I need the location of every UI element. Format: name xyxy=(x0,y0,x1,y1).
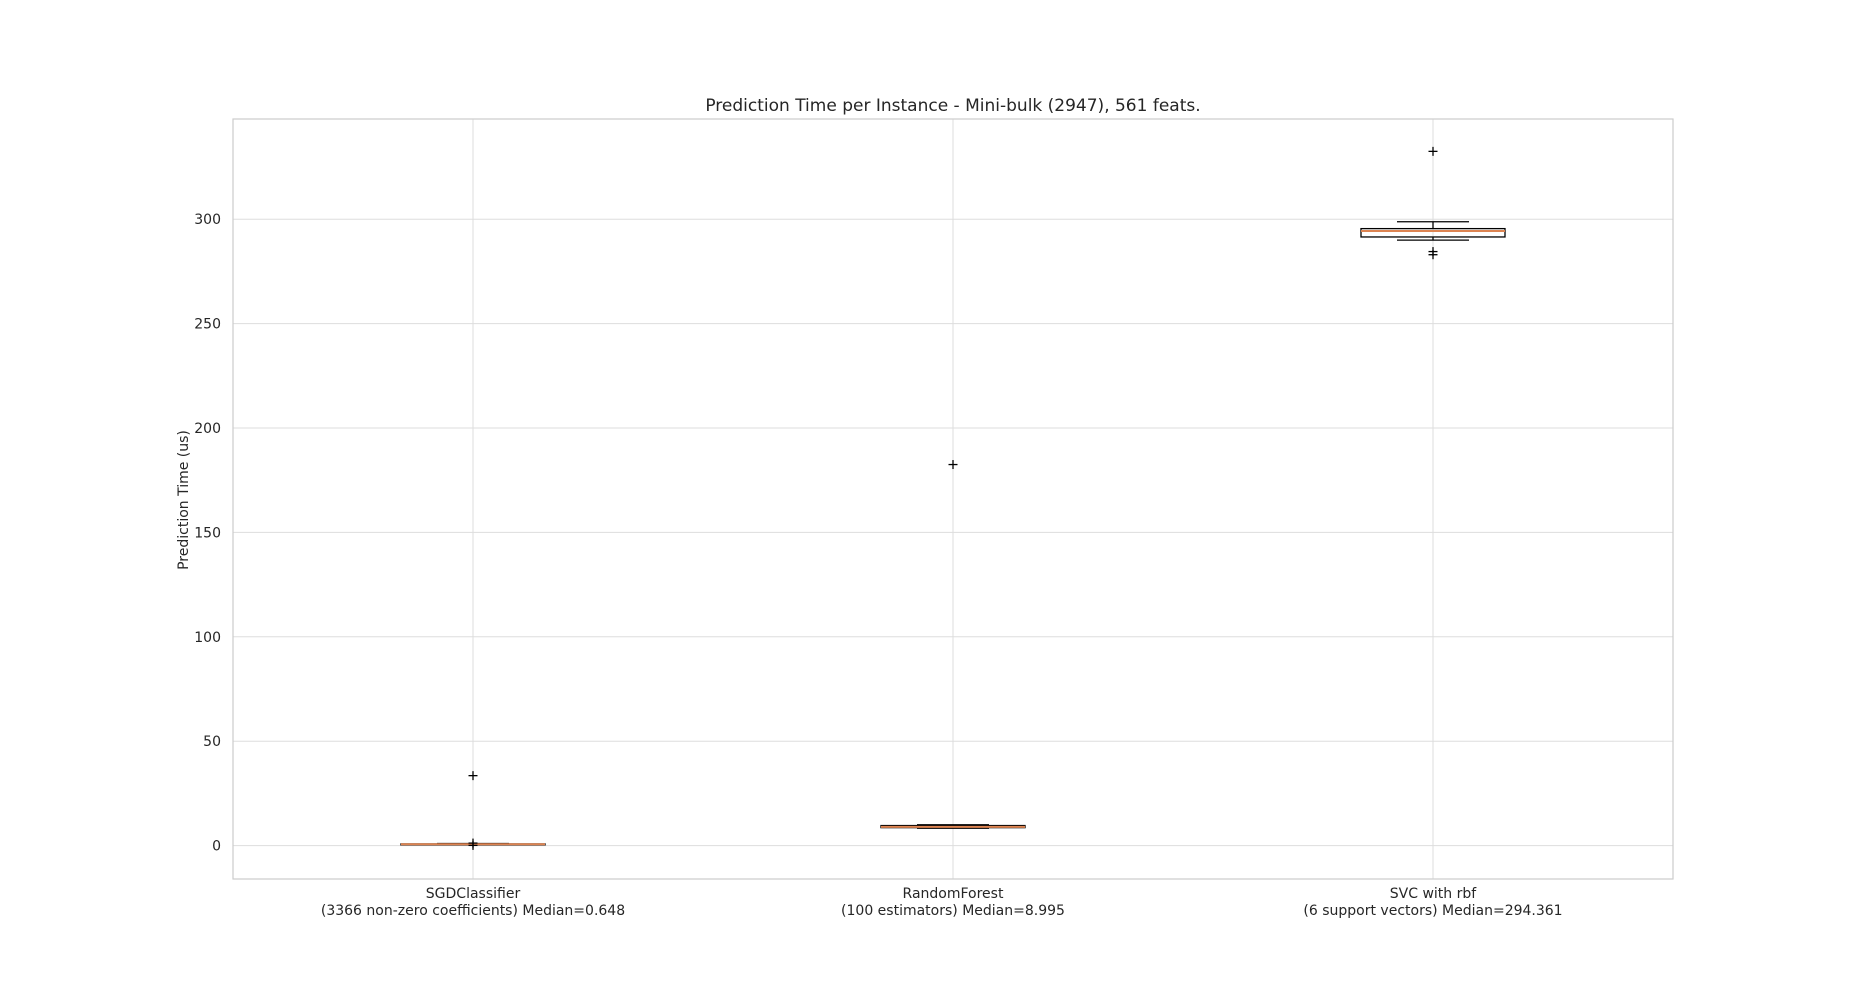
outlier-2-2 xyxy=(1428,250,1438,260)
box-body-2 xyxy=(1360,227,1506,238)
y-tick-label-50: 50 xyxy=(203,734,221,750)
plot-frame xyxy=(232,118,1674,880)
y-axis-label: Prediction Time (us) xyxy=(176,430,192,570)
y-tick-label-150: 150 xyxy=(194,525,221,541)
outlier-0-2 xyxy=(468,840,478,850)
x-tick-label-2-line-0: SVC with rbf xyxy=(1390,886,1477,902)
x-tick-label-2-line-1: (6 support vectors) Median=294.361 xyxy=(1303,903,1562,919)
y-tick-label-250: 250 xyxy=(194,317,221,333)
box-series xyxy=(400,146,1506,850)
y-tick-label-300: 300 xyxy=(194,212,221,228)
grid-lines xyxy=(233,119,1673,879)
box-0 xyxy=(400,771,546,850)
x-tick-label-0-line-0: SGDClassifier xyxy=(426,886,521,902)
box-1 xyxy=(880,460,1026,829)
axes: 0 50 100 150 200 250 300 SGDClassifier(3366 non… xyxy=(194,118,1674,919)
x-tick-label-1-line-1: (100 estimators) Median=8.995 xyxy=(841,903,1065,919)
x-tick-label-0-line-1: (3366 non-zero coefficients) Median=0.64… xyxy=(321,903,625,919)
outlier-2-0 xyxy=(1428,146,1438,156)
outlier-0-0 xyxy=(468,771,478,781)
y-tick-label-200: 200 xyxy=(194,421,221,437)
box-2 xyxy=(1360,146,1506,260)
chart-title: Prediction Time per Instance - Mini-bulk… xyxy=(705,96,1200,116)
outlier-1-0 xyxy=(948,460,958,470)
y-tick-label-0: 0 xyxy=(212,839,221,855)
x-tick-label-1-line-0: RandomForest xyxy=(903,886,1004,902)
y-tick-label-100: 100 xyxy=(194,630,221,646)
